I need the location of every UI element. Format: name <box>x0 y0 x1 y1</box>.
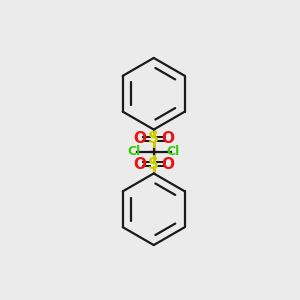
Text: O: O <box>133 131 146 146</box>
Text: O: O <box>133 157 146 172</box>
Text: O: O <box>162 131 175 146</box>
Text: Cl: Cl <box>167 145 180 158</box>
Text: S: S <box>148 157 159 172</box>
Text: O: O <box>162 157 175 172</box>
Text: Cl: Cl <box>128 145 141 158</box>
Text: S: S <box>148 131 159 146</box>
